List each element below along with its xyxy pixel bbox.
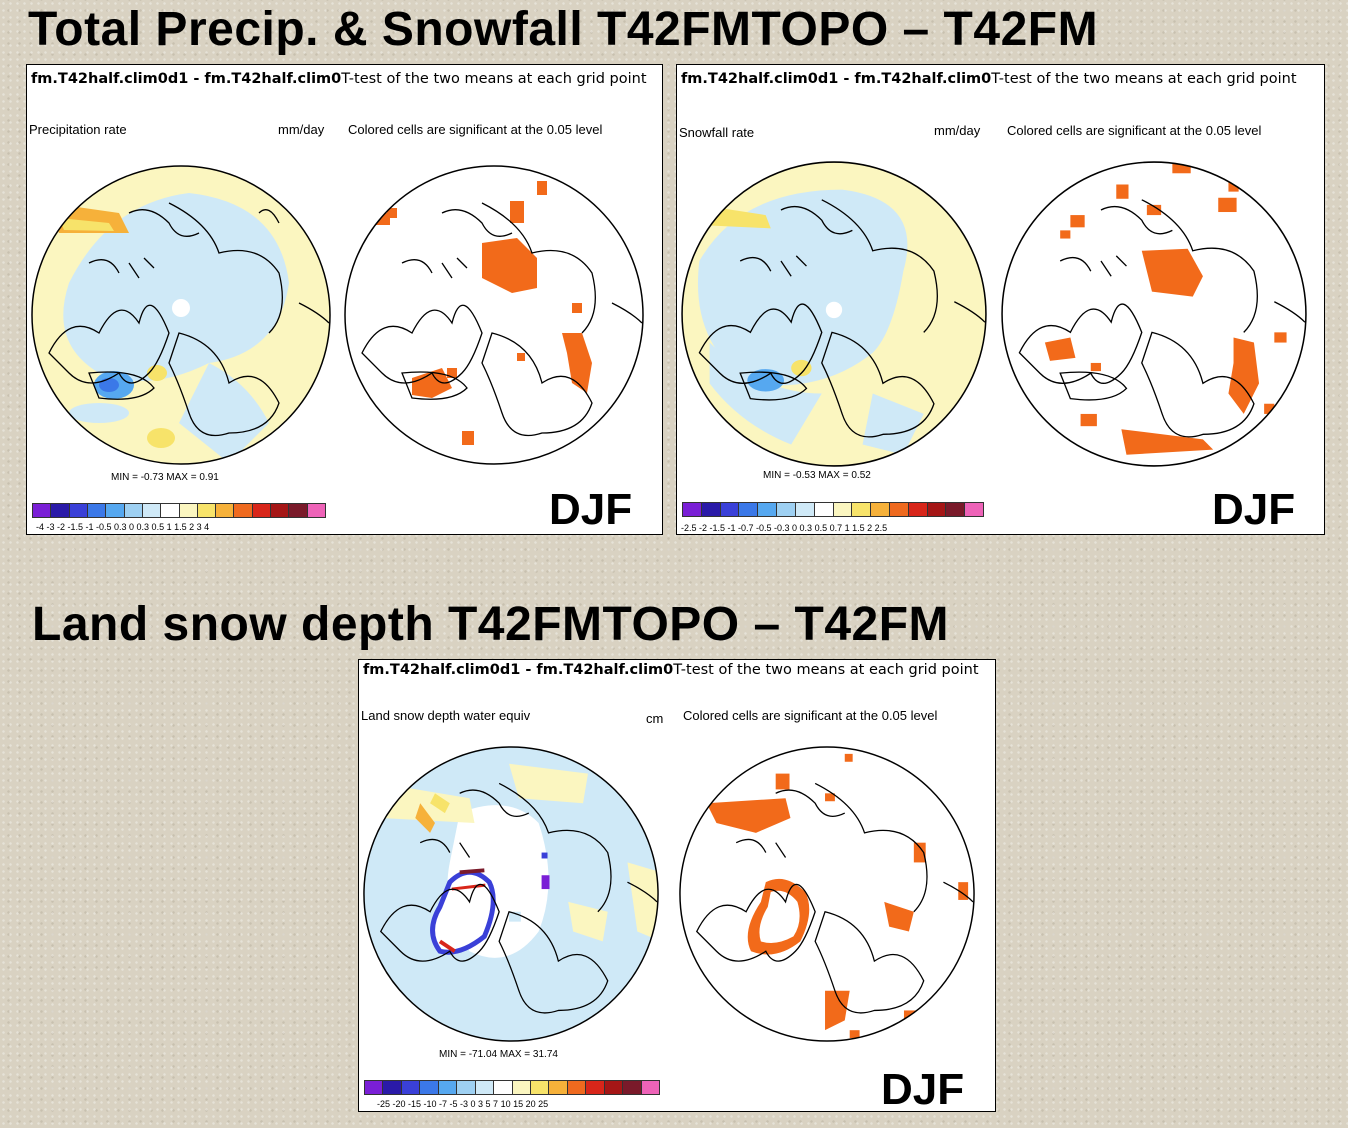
colorbar-swatch [179, 504, 198, 517]
variable-label: Land snow depth water equiv [361, 708, 531, 723]
units-label: cm [646, 711, 664, 726]
panel-title: fm.T42half.clim0d1 - fm.T42half.clim0T-t… [363, 662, 979, 678]
colorbar-swatch [777, 503, 796, 516]
colorbar-swatch [106, 504, 125, 517]
colorbar-swatch [871, 503, 890, 516]
season-label: DJF [1212, 485, 1296, 534]
colorbar-swatch [365, 1081, 384, 1094]
minmax-label: MIN = -71.04 MAX = 31.74 [439, 1049, 558, 1060]
colorbar-swatch [965, 503, 983, 516]
colorbar-ticks: -4 -3 -2 -1.5 -1 -0.5 0.3 0 0.3 0.5 1 1.… [36, 522, 210, 532]
panel-title-left: fm.T42half.clim0d1 - fm.T42half.clim0 [31, 71, 342, 87]
colorbar-ticks: -25 -20 -15 -10 -7 -5 -3 0 3 5 7 10 15 2… [377, 1099, 549, 1109]
colorbar-swatch [252, 504, 272, 517]
season-label: DJF [549, 485, 633, 534]
colorbar-swatch [51, 504, 70, 517]
variable-label: Precipitation rate [29, 122, 127, 137]
colorbar-swatch [739, 503, 759, 516]
difference-map [681, 161, 987, 467]
colorbar-swatch [927, 503, 947, 516]
minmax-label: MIN = -0.53 MAX = 0.52 [763, 470, 871, 481]
colorbar-swatch [530, 1081, 550, 1094]
colorbar-swatch [124, 504, 143, 517]
significance-label: Colored cells are significant at the 0.0… [1007, 123, 1262, 138]
significance-map [1001, 161, 1307, 467]
panel-snowfall: fm.T42half.clim0d1 - fm.T42half.clim0T-t… [676, 64, 1325, 535]
colorbar-swatch [833, 503, 853, 516]
season-label: DJF [881, 1065, 965, 1114]
colorbar-swatch [720, 503, 740, 516]
colorbar-swatch [758, 503, 778, 516]
section-title-top: Total Precip. & Snowfall T42FMTOPO – T42… [28, 3, 1099, 56]
colorbar-swatch [33, 504, 52, 517]
significance-map [344, 165, 644, 465]
colorbar-swatch [586, 1081, 605, 1094]
colorbar-swatch [683, 503, 702, 516]
colorbar [682, 502, 984, 517]
units-label: mm/day [934, 123, 981, 138]
colorbar-swatch [567, 1081, 587, 1094]
colorbar-swatch [814, 503, 834, 516]
colorbar-swatch [494, 1081, 513, 1094]
colorbar-swatch [701, 503, 721, 516]
colorbar-swatch [142, 504, 162, 517]
panel-title-right: T-test of the two means at each grid poi… [673, 662, 979, 678]
colorbar-swatch [475, 1081, 495, 1094]
significance-map [679, 746, 975, 1042]
colorbar-swatch [197, 504, 217, 517]
section-title-bottom: Land snow depth T42FMTOPO – T42FM [32, 598, 950, 651]
difference-map [363, 746, 659, 1042]
colorbar [32, 503, 326, 518]
colorbar-swatch [216, 504, 235, 517]
colorbar-swatch [604, 1081, 624, 1094]
panel-title-left: fm.T42half.clim0d1 - fm.T42half.clim0 [363, 662, 674, 678]
panel-title-right: T-test of the two means at each grid poi… [341, 71, 647, 87]
colorbar-swatch [889, 503, 909, 516]
colorbar-swatch [795, 503, 815, 516]
panel-title-right: T-test of the two means at each grid poi… [991, 71, 1297, 87]
colorbar-swatch [69, 504, 88, 517]
panel-title: fm.T42half.clim0d1 - fm.T42half.clim0T-t… [31, 71, 647, 87]
colorbar-swatch [307, 504, 325, 517]
colorbar-swatch [852, 503, 872, 516]
colorbar-swatch [420, 1081, 439, 1094]
colorbar-swatch [271, 504, 290, 517]
panel-title: fm.T42half.clim0d1 - fm.T42half.clim0T-t… [681, 71, 1297, 87]
colorbar-swatch [946, 503, 966, 516]
colorbar-swatch [383, 1081, 402, 1094]
colorbar-swatch [234, 504, 253, 517]
variable-label: Snowfall rate [679, 125, 755, 140]
colorbar-swatch [641, 1081, 659, 1094]
difference-map [31, 165, 331, 465]
colorbar-swatch [908, 503, 928, 516]
colorbar-swatch [161, 504, 180, 517]
colorbar-swatch [623, 1081, 642, 1094]
colorbar-swatch [549, 1081, 568, 1094]
colorbar-swatch [438, 1081, 458, 1094]
significance-label: Colored cells are significant at the 0.0… [683, 708, 938, 723]
panel-precipitation: fm.T42half.clim0d1 - fm.T42half.clim0T-t… [26, 64, 663, 535]
panel-snow-depth: fm.T42half.clim0d1 - fm.T42half.clim0T-t… [358, 659, 996, 1114]
colorbar-swatch [289, 504, 308, 517]
panel-title-left: fm.T42half.clim0d1 - fm.T42half.clim0 [681, 71, 992, 87]
colorbar [364, 1080, 660, 1095]
minmax-label: MIN = -0.73 MAX = 0.91 [111, 472, 219, 483]
units-label: mm/day [278, 122, 325, 137]
colorbar-swatch [512, 1081, 531, 1094]
colorbar-ticks: -2.5 -2 -1.5 -1 -0.7 -0.5 -0.3 0 0.3 0.5… [681, 523, 888, 533]
colorbar-swatch [401, 1081, 421, 1094]
significance-label: Colored cells are significant at the 0.0… [348, 122, 603, 137]
colorbar-swatch [87, 504, 107, 517]
colorbar-swatch [457, 1081, 476, 1094]
